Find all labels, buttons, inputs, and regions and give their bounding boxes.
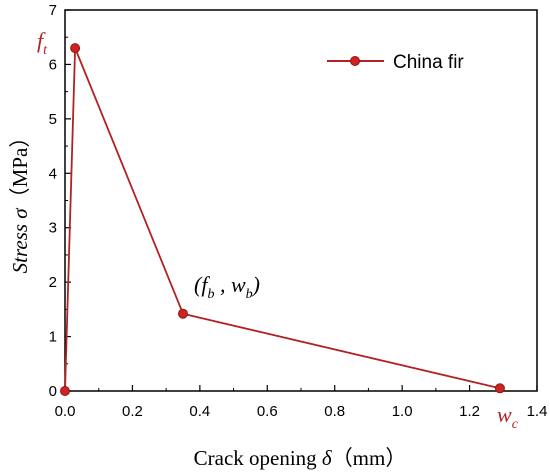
x-tick-label: 0.8 <box>324 403 345 420</box>
annotation-wc: wc <box>497 402 519 432</box>
annotation-ft: ft <box>37 28 48 58</box>
x-tick-label: 0.0 <box>55 403 76 420</box>
y-tick-label: 7 <box>49 2 57 19</box>
x-tick-label: 0.6 <box>257 403 278 420</box>
y-axis-title: Stress σ（MPa） <box>8 127 32 274</box>
legend-label: China fir <box>393 52 464 73</box>
data-point <box>178 308 188 319</box>
series-china-fir <box>60 43 505 396</box>
plot-area <box>64 9 538 392</box>
x-tick-label: 1.0 <box>392 403 413 420</box>
y-tick-label: 4 <box>49 165 57 182</box>
y-tick-label: 3 <box>49 220 57 237</box>
x-tick-label: 0.4 <box>189 403 210 420</box>
y-tick-label: 0 <box>49 383 57 400</box>
annotation-fb-wb: (fb , wb) <box>194 272 260 302</box>
data-point <box>70 43 81 54</box>
data-point <box>494 383 505 394</box>
x-axis: 0.0 0.2 0.4 0.6 0.8 1.0 1.2 1.4 <box>55 385 548 420</box>
y-tick-label: 5 <box>49 111 57 128</box>
x-axis-title: Crack opening δ（mm） <box>194 446 407 470</box>
series-line <box>64 47 501 392</box>
x-tick-label: 1.2 <box>459 403 480 420</box>
y-tick-label: 6 <box>49 56 57 73</box>
y-axis: 0 1 2 3 4 5 6 7 <box>49 2 71 400</box>
legend-marker <box>350 56 360 66</box>
x-tick-label: 1.4 <box>527 403 548 420</box>
data-point <box>60 386 70 396</box>
y-tick-label: 2 <box>49 274 57 291</box>
legend: China fir <box>327 52 464 73</box>
y-tick-label: 1 <box>49 329 57 346</box>
x-tick-label: 0.2 <box>122 403 143 420</box>
